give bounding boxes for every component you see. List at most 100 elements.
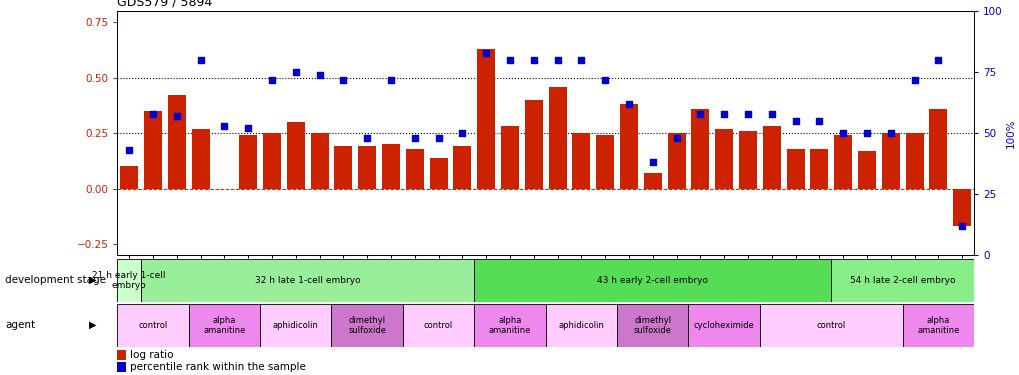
Text: agent: agent bbox=[5, 320, 36, 330]
Point bbox=[881, 130, 898, 136]
Bar bbox=[857, 151, 875, 189]
Bar bbox=[667, 133, 685, 189]
Point bbox=[906, 76, 922, 82]
Bar bbox=[762, 126, 780, 189]
Point bbox=[287, 69, 304, 75]
Text: ▶: ▶ bbox=[90, 275, 97, 285]
Bar bbox=[810, 148, 827, 189]
Bar bbox=[141, 259, 474, 302]
Text: alpha
amanitine: alpha amanitine bbox=[488, 316, 531, 335]
Bar bbox=[331, 304, 403, 347]
Bar bbox=[429, 158, 447, 189]
Text: alpha
amanitine: alpha amanitine bbox=[203, 316, 246, 335]
Text: 32 h late 1-cell embryo: 32 h late 1-cell embryo bbox=[255, 276, 360, 285]
Bar bbox=[596, 135, 613, 189]
Text: development stage: development stage bbox=[5, 275, 106, 285]
Point bbox=[596, 76, 612, 82]
Bar bbox=[643, 173, 661, 189]
Point bbox=[145, 111, 161, 117]
Bar bbox=[525, 100, 542, 189]
Point bbox=[239, 125, 256, 131]
Text: percentile rank within the sample: percentile rank within the sample bbox=[129, 362, 306, 372]
Text: control: control bbox=[424, 321, 452, 330]
Point bbox=[929, 57, 946, 63]
Point bbox=[501, 57, 518, 63]
Text: aphidicolin: aphidicolin bbox=[558, 321, 603, 330]
Bar bbox=[144, 111, 162, 189]
Bar bbox=[403, 304, 474, 347]
Bar bbox=[117, 350, 125, 360]
Point bbox=[953, 223, 969, 229]
Text: ▶: ▶ bbox=[90, 320, 97, 330]
Bar bbox=[311, 133, 328, 189]
Bar bbox=[334, 146, 352, 189]
Bar bbox=[953, 189, 970, 226]
Bar bbox=[688, 304, 759, 347]
Bar bbox=[902, 304, 973, 347]
Point bbox=[478, 50, 494, 56]
Text: log ratio: log ratio bbox=[129, 350, 173, 360]
Text: 43 h early 2-cell embryo: 43 h early 2-cell embryo bbox=[597, 276, 707, 285]
Bar bbox=[572, 133, 590, 189]
Point bbox=[573, 57, 589, 63]
Text: control: control bbox=[139, 321, 167, 330]
Text: control: control bbox=[816, 321, 845, 330]
Point bbox=[311, 72, 327, 78]
Text: 54 h late 2-cell embryo: 54 h late 2-cell embryo bbox=[849, 276, 955, 285]
Bar bbox=[928, 109, 947, 189]
Bar bbox=[120, 166, 138, 189]
Bar bbox=[117, 304, 189, 347]
Bar bbox=[616, 304, 688, 347]
Bar bbox=[548, 87, 566, 189]
Text: cycloheximide: cycloheximide bbox=[693, 321, 754, 330]
Text: 21 h early 1-cell
embryo: 21 h early 1-cell embryo bbox=[93, 271, 166, 290]
Point bbox=[858, 130, 874, 136]
Bar bbox=[620, 104, 637, 189]
Bar bbox=[830, 259, 973, 302]
Point bbox=[715, 111, 732, 117]
Bar bbox=[474, 304, 545, 347]
Bar bbox=[500, 126, 519, 189]
Bar bbox=[117, 362, 125, 372]
Text: dimethyl
sulfoxide: dimethyl sulfoxide bbox=[633, 316, 672, 335]
Bar bbox=[714, 129, 733, 189]
Bar bbox=[834, 135, 851, 189]
Point bbox=[407, 135, 423, 141]
Point bbox=[667, 135, 684, 141]
Point bbox=[763, 111, 780, 117]
Y-axis label: 100%: 100% bbox=[1005, 118, 1015, 148]
Bar bbox=[474, 259, 830, 302]
Point bbox=[121, 147, 138, 153]
Point bbox=[264, 76, 280, 82]
Point bbox=[549, 57, 566, 63]
Point bbox=[168, 113, 184, 119]
Bar bbox=[189, 304, 260, 347]
Bar bbox=[545, 304, 616, 347]
Bar bbox=[739, 131, 756, 189]
Bar bbox=[260, 304, 331, 347]
Point bbox=[382, 76, 398, 82]
Bar bbox=[168, 96, 185, 189]
Bar bbox=[759, 304, 902, 347]
Text: alpha
amanitine: alpha amanitine bbox=[916, 316, 959, 335]
Point bbox=[621, 101, 637, 107]
Point bbox=[359, 135, 375, 141]
Point bbox=[193, 57, 209, 63]
Point bbox=[739, 111, 755, 117]
Bar bbox=[453, 146, 471, 189]
Bar bbox=[905, 133, 922, 189]
Bar bbox=[263, 133, 280, 189]
Point bbox=[216, 123, 232, 129]
Point bbox=[525, 57, 541, 63]
Point bbox=[335, 76, 352, 82]
Point bbox=[787, 118, 803, 124]
Bar bbox=[786, 148, 804, 189]
Point bbox=[835, 130, 851, 136]
Bar bbox=[239, 135, 257, 189]
Bar bbox=[382, 144, 399, 189]
Bar bbox=[117, 259, 141, 302]
Point bbox=[453, 130, 470, 136]
Text: dimethyl
sulfoxide: dimethyl sulfoxide bbox=[347, 316, 386, 335]
Bar bbox=[358, 146, 376, 189]
Bar bbox=[691, 109, 708, 189]
